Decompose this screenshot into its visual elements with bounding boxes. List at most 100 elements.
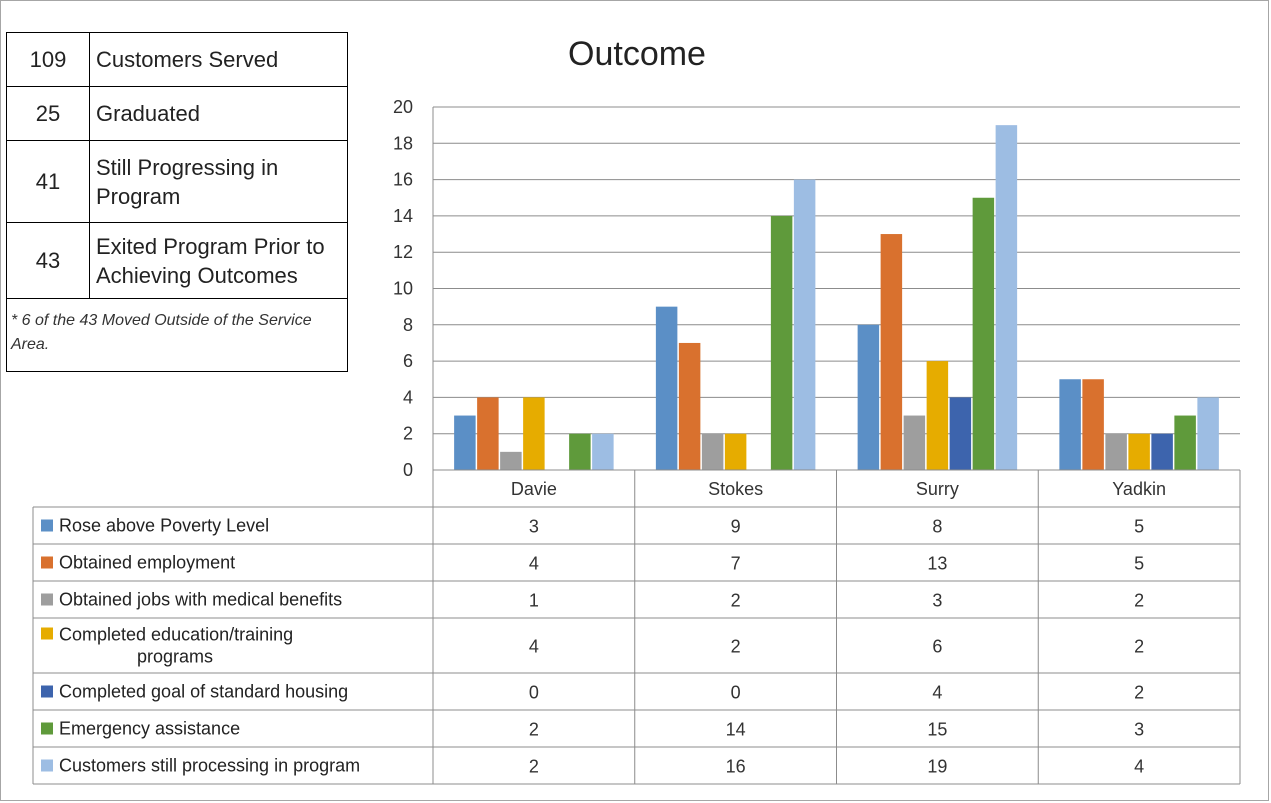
summary-label: Exited Program Prior to Achieving Outcom…: [96, 233, 325, 288]
table-cell-value: 8: [932, 517, 942, 537]
summary-number: 109: [7, 33, 90, 86]
chart-title: Outcome: [568, 35, 706, 73]
summary-row: 43 Exited Program Prior to Achieving Out…: [7, 223, 347, 299]
bar: [569, 433, 591, 470]
bar: [1174, 415, 1196, 470]
summary-number: 41: [7, 141, 90, 222]
table-cell-value: 5: [1134, 554, 1144, 574]
y-tick-label: 16: [393, 170, 413, 190]
bar: [1059, 379, 1081, 470]
bar: [995, 125, 1018, 471]
table-cell-value: 16: [726, 757, 746, 777]
table-cell-value: 3: [932, 591, 942, 611]
summary-row: 109 Customers Served: [7, 33, 347, 87]
bar: [793, 179, 816, 470]
legend-key: [41, 593, 53, 606]
bar: [500, 451, 522, 470]
bar: [523, 397, 545, 470]
table-cell-value: 2: [731, 637, 741, 657]
table-cell-value: 15: [927, 720, 947, 740]
bar: [770, 215, 793, 470]
table-cell-value: 2: [529, 757, 539, 777]
y-tick-label: 18: [393, 133, 413, 153]
table-cell-value: 9: [731, 517, 741, 537]
category-label: Yadkin: [1112, 479, 1166, 499]
bar: [1082, 379, 1104, 470]
y-tick-label: 12: [393, 242, 413, 262]
bars: [454, 125, 1219, 471]
table-cell-value: 7: [731, 554, 741, 574]
bar: [477, 397, 499, 470]
legend-label-line: programs: [137, 647, 213, 667]
table-cell-value: 2: [731, 591, 741, 611]
bar: [592, 433, 614, 470]
table-cell-value: 2: [1134, 637, 1144, 657]
y-tick-label: 0: [403, 460, 413, 480]
table-cell-value: 4: [932, 683, 942, 703]
bar: [1197, 397, 1219, 470]
bar: [972, 197, 995, 470]
bar: [857, 324, 880, 470]
table-cell-value: 3: [1134, 720, 1144, 740]
legend-key: [41, 759, 53, 772]
bar: [724, 433, 747, 470]
table-cell-value: 19: [927, 757, 947, 777]
table-cell-value: 14: [726, 720, 746, 740]
legend-label: Completed goal of standard housing: [59, 682, 348, 702]
legend-key: [41, 556, 53, 569]
legend-label-line: Completed education/training: [59, 625, 293, 645]
y-tick-label: 6: [403, 351, 413, 371]
bar: [655, 306, 678, 470]
bar: [1151, 433, 1173, 470]
table-cell-value: 1: [529, 591, 539, 611]
y-tick-label: 8: [403, 315, 413, 335]
table-cell-value: 2: [1134, 683, 1144, 703]
category-label: Davie: [511, 479, 557, 499]
legend-label: Rose above Poverty Level: [59, 516, 269, 536]
table-cell-value: 0: [731, 683, 741, 703]
summary-row: 41 Still Progressing in Program: [7, 141, 347, 223]
category-label: Stokes: [708, 479, 763, 499]
table-cell-value: 2: [529, 720, 539, 740]
legend-key: [41, 685, 53, 698]
legend-key: [41, 519, 53, 532]
summary-label: Customers Served: [96, 47, 279, 72]
bar: [880, 234, 903, 470]
table-cell-value: 5: [1134, 517, 1144, 537]
legend-label: Completed education/training programs: [59, 625, 293, 667]
legend-label: Obtained employment: [59, 553, 235, 573]
bar: [454, 415, 476, 470]
summary-table: 109 Customers Served 25 Graduated 41 Sti…: [6, 32, 348, 372]
y-tick-label: 4: [403, 387, 413, 407]
legend-key: [41, 627, 53, 640]
bar: [678, 342, 701, 470]
summary-number: 25: [7, 87, 90, 140]
legend-label: Emergency assistance: [59, 719, 240, 739]
bar: [701, 433, 724, 470]
table-cell-value: 4: [529, 637, 539, 657]
bar: [1128, 433, 1150, 470]
legend-label: Customers still processing in program: [59, 756, 360, 776]
y-axis: 0 2 4 6 8 10 12 14 16 18 20: [393, 97, 434, 480]
summary-number: 43: [7, 223, 90, 298]
bar: [926, 361, 949, 470]
category-label: Surry: [916, 479, 959, 499]
table-cell-value: 4: [529, 554, 539, 574]
bar: [949, 397, 972, 470]
table-cell-value: 3: [529, 517, 539, 537]
table-cell-value: 6: [932, 637, 942, 657]
summary-row: 25 Graduated: [7, 87, 347, 141]
bar: [903, 415, 926, 470]
legend-key: [41, 722, 53, 735]
y-tick-label: 14: [393, 206, 413, 226]
bar: [1105, 433, 1127, 470]
legend-label: Obtained jobs with medical benefits: [59, 590, 342, 610]
gridlines: [433, 106, 1240, 471]
y-tick-label: 10: [393, 279, 413, 299]
data-table: Davie Stokes Surry Yadkin Rose above Poverty…: [32, 469, 1241, 785]
summary-label: Graduated: [96, 101, 200, 126]
y-tick-label: 20: [393, 97, 413, 117]
table-cell-value: 2: [1134, 591, 1144, 611]
